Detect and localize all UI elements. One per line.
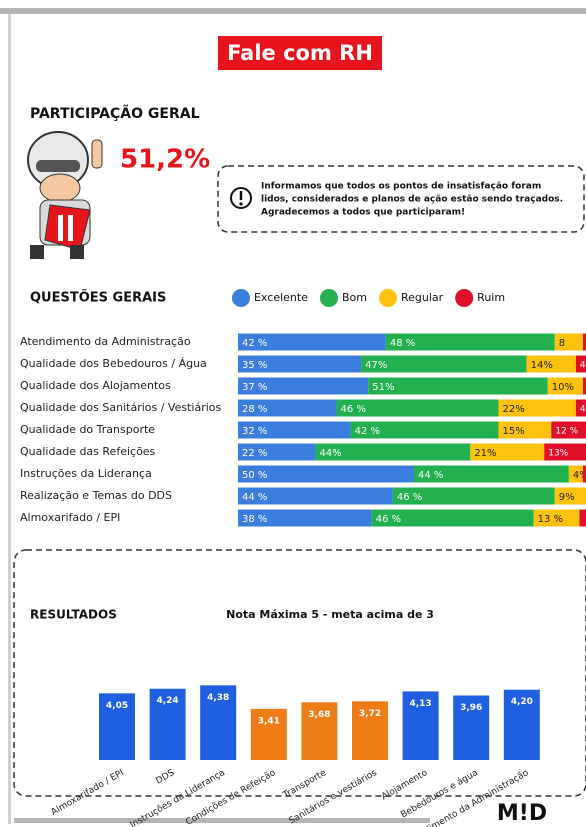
value-label: 28 % (242, 404, 267, 415)
category-label: Instruções da Liderança (20, 467, 152, 480)
value-label: 4,05 (106, 701, 128, 711)
value-label: 44% (319, 448, 341, 459)
bar-segment (579, 510, 586, 527)
value-label: 13 % (538, 514, 563, 525)
value-label: 47% (365, 360, 387, 371)
value-label: 48 % (390, 338, 415, 349)
legend-label: Ruim (477, 291, 505, 304)
legend-swatch (320, 289, 338, 307)
value-label: 35 % (242, 360, 267, 371)
value-label: 3,41 (258, 716, 280, 726)
value-label: 51% (372, 382, 394, 393)
value-label: 32 % (242, 426, 267, 437)
value-label: 3,96 (460, 703, 482, 713)
value-label: 46 % (397, 492, 422, 503)
value-label: 4% (580, 361, 586, 371)
value-label: 42 % (242, 338, 267, 349)
value-label: 42 % (355, 426, 380, 437)
value-label: 46 % (341, 404, 366, 415)
value-label: 4,13 (409, 699, 431, 709)
category-label: Qualidade das Refeições (20, 445, 156, 458)
logo: M!D (497, 801, 547, 826)
legend-swatch (455, 289, 473, 307)
page: Fale com RH PARTICIPAÇÃO GERAL 51,2% Inf… (0, 0, 586, 827)
value-label: 3,68 (308, 710, 330, 720)
value-label: 44 % (418, 470, 443, 481)
legend-label: Regular (401, 291, 444, 304)
category-label: Realização e Temas do DDS (20, 489, 172, 502)
bottom-border (14, 818, 430, 823)
value-label: 14% (531, 360, 553, 371)
value-label: 10% (552, 382, 574, 393)
notice-line: Informamos que todos os pontos de insati… (261, 182, 541, 192)
page-title: Fale com RH (227, 41, 373, 65)
value-label: 8 (559, 338, 565, 349)
notice-line: Agradecemos a todos que participaram! (261, 208, 465, 218)
category-label: Atendimento da Administração (20, 335, 191, 348)
left-border (8, 14, 11, 824)
value-label: 44 % (242, 492, 267, 503)
legend-label: Bom (342, 291, 367, 304)
legend-swatch (379, 289, 397, 307)
value-label: 13% (548, 449, 568, 459)
bar-segment (368, 378, 548, 395)
category-label: Qualidade do Transporte (20, 423, 155, 436)
value-label: 4% (580, 405, 586, 415)
value-label: 4,24 (156, 696, 178, 706)
category-label: Qualidade dos Sanitários / Vestiários (20, 401, 222, 414)
category-label: Qualidade dos Bebedouros / Água (20, 357, 207, 370)
value-label: 21% (474, 448, 496, 459)
value-label: 4,38 (207, 693, 229, 703)
value-label: 4,20 (511, 697, 533, 707)
value-label: 50 % (242, 470, 267, 481)
value-label: 15% (502, 426, 524, 437)
notice-line: lidos, considerados e planos de ação est… (261, 195, 563, 205)
top-border (0, 8, 586, 14)
chart-title: QUESTÕES GERAIS (30, 290, 166, 306)
value-label: 22 % (242, 448, 267, 459)
legend-label: Excelente (254, 291, 308, 304)
chart-label: RESULTADOS (30, 608, 117, 622)
value-label: 46 % (376, 514, 401, 525)
category-label: Qualidade dos Alojamentos (20, 379, 171, 392)
value-label: 12 % (555, 427, 578, 437)
chart-title: Nota Máxima 5 - meta acima de 3 (226, 608, 434, 621)
legend-swatch (232, 289, 250, 307)
value-label: 22% (502, 404, 524, 415)
category-label: Almoxarifado / EPI (20, 511, 120, 524)
section-title: PARTICIPAÇÃO GERAL (30, 105, 200, 122)
value-label: 37 % (242, 382, 267, 393)
value-label: 3,72 (359, 709, 381, 719)
participation-value: 51,2% (120, 145, 210, 175)
value-label: 9% (559, 492, 575, 503)
value-label: 38 % (242, 514, 267, 525)
